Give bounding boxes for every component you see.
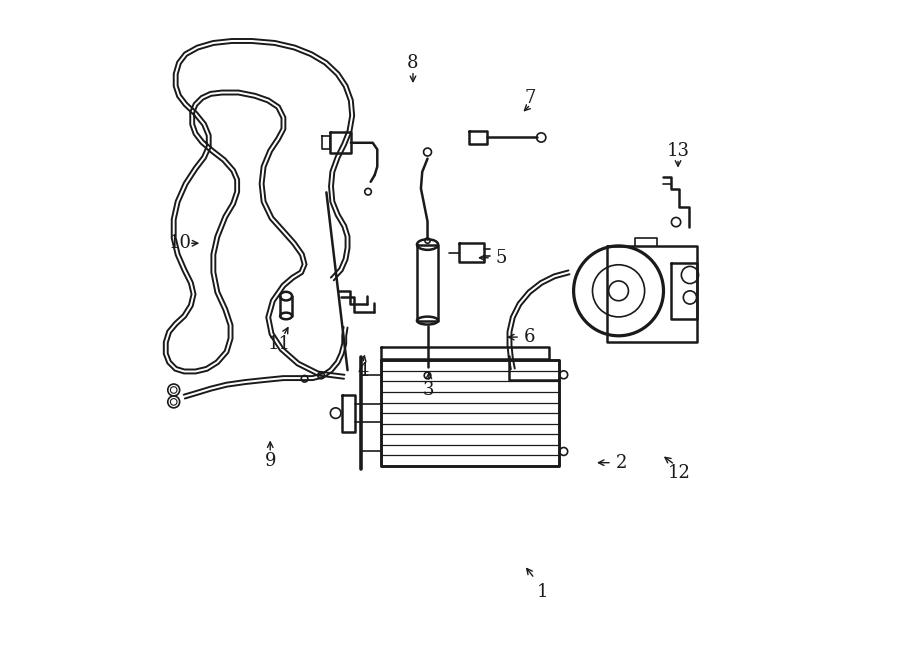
Text: 1: 1: [536, 582, 548, 601]
Text: 13: 13: [667, 141, 689, 160]
Text: 11: 11: [268, 334, 291, 353]
Text: 3: 3: [423, 381, 435, 399]
Text: 2: 2: [616, 453, 627, 472]
Text: 10: 10: [169, 234, 192, 253]
Text: 5: 5: [495, 249, 507, 267]
Text: 6: 6: [524, 328, 536, 346]
Text: 12: 12: [668, 463, 691, 482]
Text: 7: 7: [525, 89, 536, 107]
Text: 8: 8: [407, 54, 418, 72]
Text: 4: 4: [357, 362, 368, 381]
Text: 9: 9: [265, 451, 276, 470]
